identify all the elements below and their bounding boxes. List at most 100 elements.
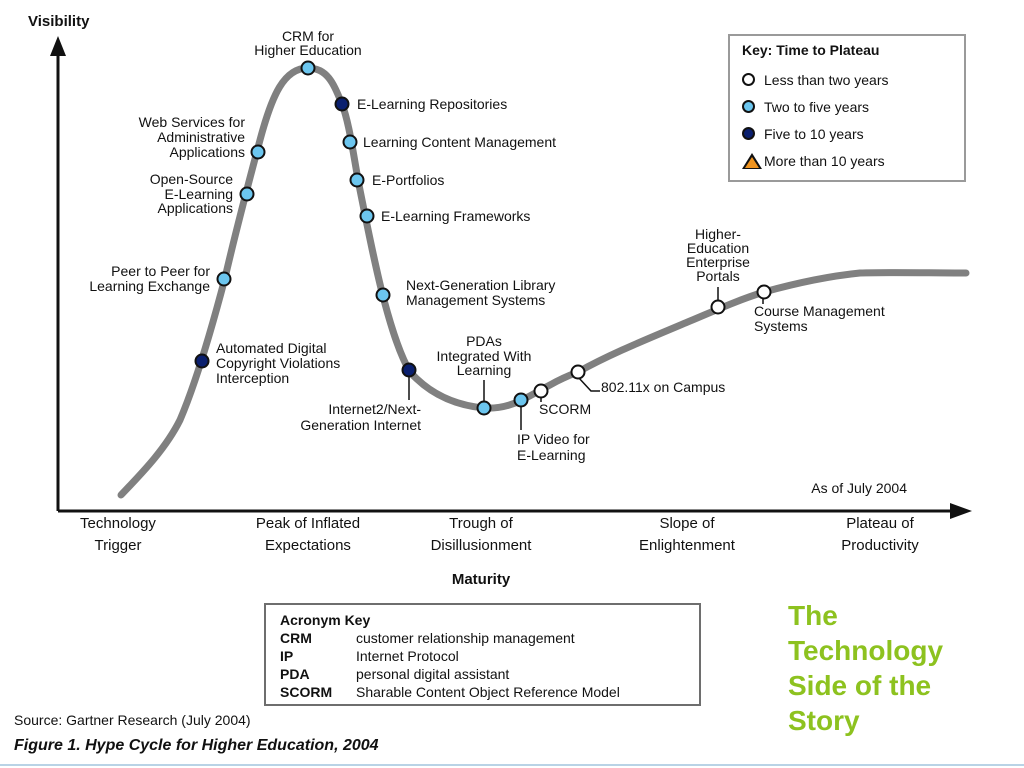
label-pdas-3: Learning [457, 362, 512, 378]
key-label-more-than-ten: More than 10 years [764, 152, 885, 169]
label-pdas-1: PDAs [466, 333, 502, 349]
label-scorm: SCORM [539, 401, 591, 417]
orange-triangle-icon [742, 152, 762, 169]
point-pdas [476, 400, 492, 416]
label-web-services-1: Web Services for [139, 114, 246, 130]
point-peer-to-peer [216, 271, 232, 287]
key-title: Key: Time to Plateau [742, 42, 880, 58]
y-axis-arrow-icon [50, 36, 66, 56]
label-ip-video-2: E-Learning [517, 447, 586, 463]
label-ip-video-1: IP Video for [517, 431, 590, 447]
label-e-learning-repositories: E-Learning Repositories [357, 96, 507, 112]
light-blue-circle-icon [742, 100, 755, 113]
label-automated-digital-1: Automated Digital [216, 340, 327, 356]
point-crm [300, 60, 316, 76]
point-e-learning-repositories [334, 96, 350, 112]
x-axis-title: Maturity [452, 571, 511, 588]
phase-slope-line1: Slope of [659, 515, 715, 532]
axes [50, 36, 972, 519]
point-scorm [533, 383, 549, 399]
label-crm-2: Higher Education [254, 42, 361, 58]
label-open-source-3: Applications [158, 200, 234, 216]
x-axis-arrow-icon [950, 503, 972, 519]
point-labels: Automated Digital Copyright Violations I… [89, 28, 885, 463]
time-to-plateau-key: Key: Time to Plateau Less than two years… [728, 34, 966, 182]
key-row-less-than-two: Less than two years [742, 66, 952, 93]
acronym-term: PDA [280, 666, 310, 682]
label-internet2-1: Internet2/Next- [328, 401, 421, 417]
point-e-learning-frameworks [359, 208, 375, 224]
label-portals-2: Education [687, 240, 749, 256]
dark-blue-circle-icon [742, 127, 755, 140]
phase-peak-line2: Expectations [265, 537, 351, 554]
phase-trough-line2: Disillusionment [431, 537, 533, 554]
figure-caption: Figure 1. Hype Cycle for Higher Educatio… [14, 737, 379, 754]
y-axis-title: Visibility [28, 13, 90, 30]
key-label-five-to-ten: Five to 10 years [764, 125, 864, 142]
point-automated-digital-copyright [194, 353, 210, 369]
key-row-more-than-ten: More than 10 years [742, 147, 952, 174]
phase-peak-line1: Peak of Inflated [256, 515, 360, 532]
acronym-key: Acronym Key CRM customer relationship ma… [264, 603, 701, 706]
point-web-services [250, 144, 266, 160]
phase-plateau-line2: Productivity [841, 537, 919, 554]
acronym-term: IP [280, 648, 294, 664]
acronym-definition: Internet Protocol [356, 648, 459, 664]
label-next-gen-library-2: Management Systems [406, 292, 545, 308]
point-course-management [756, 284, 772, 300]
acronym-definition: customer relationship management [356, 630, 575, 646]
label-crm-1: CRM for [282, 28, 334, 44]
phase-labels: Technology Trigger Peak of Inflated Expe… [80, 515, 919, 554]
slide-title: The Technology Side of the Story [788, 598, 1020, 738]
key-label-two-to-five: Two to five years [764, 98, 870, 115]
slide-title-line: Side of the [788, 670, 932, 701]
label-automated-digital-2: Copyright Violations [216, 355, 340, 371]
label-internet2-2: Generation Internet [300, 417, 421, 433]
acronym-key-title: Acronym Key [280, 612, 371, 628]
phase-slope-line2: Enlightenment [639, 537, 736, 554]
phase-plateau-line1: Plateau of [846, 515, 914, 532]
key-row-two-to-five: Two to five years [742, 93, 952, 120]
label-802-11x: 802.11x on Campus [601, 379, 725, 395]
key-label-less-than-two: Less than two years [764, 71, 889, 88]
point-learning-content-management [342, 134, 358, 150]
point-open-source-e-learning [239, 186, 255, 202]
label-automated-digital-3: Interception [216, 370, 289, 386]
point-next-generation-library [375, 287, 391, 303]
acronym-row: SCORM Sharable Content Object Reference … [280, 683, 685, 701]
white-circle-icon [742, 73, 755, 86]
bottom-divider [0, 764, 1024, 766]
acronym-row: IP Internet Protocol [280, 647, 685, 665]
key-row-five-to-ten: Five to 10 years [742, 120, 952, 147]
label-e-learning-frameworks: E-Learning Frameworks [381, 208, 530, 224]
acronym-definition: Sharable Content Object Reference Model [356, 684, 620, 700]
label-portals-3: Enterprise [686, 254, 750, 270]
label-portals-4: Portals [696, 268, 740, 284]
acronym-definition: personal digital assistant [356, 666, 510, 682]
point-ip-video [513, 392, 529, 408]
acronym-row: PDA personal digital assistant [280, 665, 685, 683]
phase-trough-line1: Trough of [449, 515, 513, 532]
as-of-note: As of July 2004 [811, 480, 907, 496]
point-internet2 [401, 362, 417, 378]
source-note: Source: Gartner Research (July 2004) [14, 712, 251, 728]
acronym-term: CRM [280, 630, 312, 646]
label-open-source-2: E-Learning [165, 186, 234, 202]
hype-cycle-diagram: Visibility Maturity As of July 2004 Tech… [28, 13, 972, 588]
phase-technology-trigger-line1: Technology [80, 515, 156, 532]
phase-technology-trigger-line2: Trigger [95, 537, 142, 554]
label-web-services-2: Administrative [157, 129, 245, 145]
label-portals-1: Higher- [695, 226, 741, 242]
slide-title-line: Technology [788, 635, 944, 666]
label-pdas-2: Integrated With [437, 348, 532, 364]
label-web-services-3: Applications [170, 144, 246, 160]
label-next-gen-library-1: Next-Generation Library [406, 277, 555, 293]
label-peer-2: Learning Exchange [89, 278, 210, 294]
label-e-portfolios: E-Portfolios [372, 172, 444, 188]
point-e-portfolios [349, 172, 365, 188]
label-course-management-2: Systems [754, 318, 808, 334]
point-enterprise-portals [710, 299, 726, 315]
point-802-11x [570, 364, 586, 380]
slide-title-line: The [788, 600, 838, 631]
label-open-source-1: Open-Source [150, 171, 233, 187]
